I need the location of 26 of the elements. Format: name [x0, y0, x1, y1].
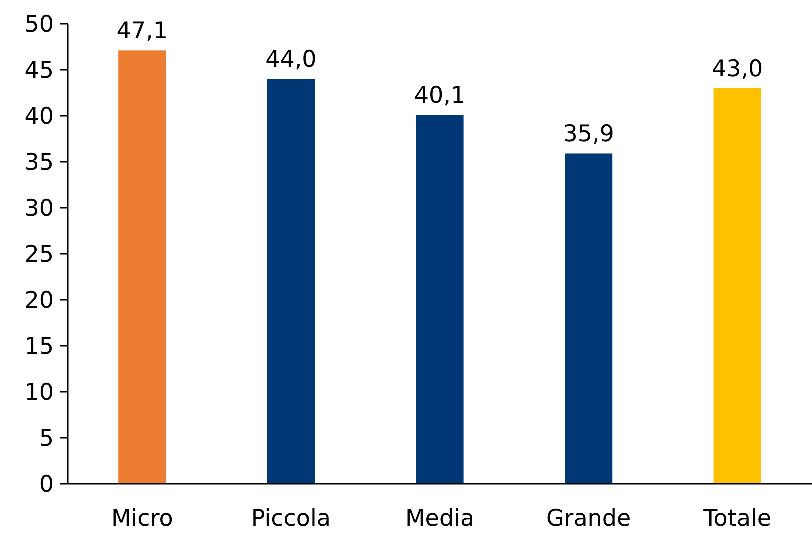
data-label: 44,0 — [266, 47, 317, 74]
bar — [714, 88, 762, 484]
y-tick-label: 20 — [24, 288, 54, 314]
y-tick-label: 0 — [39, 472, 54, 498]
y-tick-label: 5 — [39, 426, 54, 452]
bar — [118, 50, 166, 484]
data-label: 43,0 — [712, 56, 764, 82]
data-label: 35,9 — [563, 122, 614, 148]
y-tick-label: 35 — [24, 150, 54, 176]
y-tick-label: 50 — [24, 12, 54, 38]
bar — [416, 115, 464, 484]
data-label: 47,1 — [116, 18, 168, 45]
y-tick-label: 25 — [24, 242, 54, 268]
x-tick-label: Piccola — [251, 506, 332, 532]
bar — [564, 154, 613, 484]
bar — [267, 79, 316, 484]
x-tick-label: Totale — [702, 506, 772, 532]
y-tick-label: 15 — [24, 334, 54, 360]
y-tick-label: 30 — [24, 196, 54, 222]
data-label: 40,1 — [414, 83, 466, 110]
y-tick-label: 10 — [24, 380, 54, 406]
x-tick-label: Grande — [546, 506, 632, 532]
x-tick-label: Micro — [111, 506, 174, 532]
y-tick-label: 45 — [24, 58, 54, 84]
y-tick-label: 40 — [24, 104, 54, 130]
x-tick-label: Media — [405, 506, 475, 532]
